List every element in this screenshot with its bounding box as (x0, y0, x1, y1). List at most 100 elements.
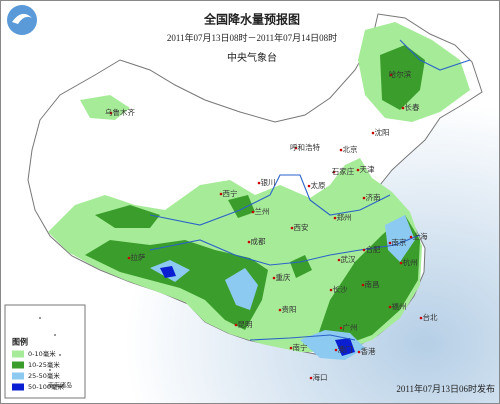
inset-label: 南海诸岛 (48, 382, 72, 390)
city-dot (109, 111, 113, 115)
period: 2011年07月13日08时－2011年07月14日08时 (167, 32, 337, 43)
city-label: 香港 (361, 346, 376, 356)
island (59, 354, 61, 356)
area-10-25 (95, 205, 160, 228)
city-dot (307, 184, 311, 188)
city-dot (329, 288, 333, 292)
city-dot (247, 240, 251, 244)
city-label: 长春 (405, 102, 420, 112)
area-10-25 (380, 45, 425, 110)
city-dot (339, 148, 343, 152)
area-0-10 (80, 95, 130, 120)
river (399, 39, 471, 71)
inset-islands (39, 317, 61, 371)
city-dot (388, 305, 392, 309)
footer: 2011年07月13日06时发布 (396, 383, 495, 394)
title: 全国降水量预报图 (203, 12, 300, 27)
area-25-50 (225, 268, 258, 310)
city-dot (388, 241, 392, 245)
logo-circle (7, 5, 37, 35)
legend-swatch (12, 372, 24, 380)
city-dot (234, 323, 238, 327)
city-dot (289, 346, 293, 350)
city-label: 昆明 (238, 320, 253, 329)
city-label: 成都 (251, 236, 266, 246)
city-label: 上海 (413, 231, 428, 241)
river (149, 174, 391, 226)
city-label: 重庆 (276, 272, 291, 282)
area-25-50 (385, 215, 415, 262)
city-label: 石家庄 (332, 166, 355, 176)
city-dot (399, 261, 403, 265)
city-label: 太原 (311, 180, 326, 190)
city-dot (332, 170, 336, 174)
legend-swatch (12, 383, 24, 391)
legend-swatch (12, 350, 24, 358)
city-label: 沈阳 (375, 127, 390, 137)
island (54, 334, 56, 336)
city-dot (251, 210, 255, 214)
city-label: 台北 (423, 312, 438, 322)
city-label: 西宁 (223, 188, 238, 198)
city-label: 哈尔滨 (389, 69, 412, 79)
city-label: 北京 (343, 144, 358, 154)
legend: 图例 0-10毫米 10-25毫米 25-50毫米 50-100毫米 (12, 337, 65, 391)
city-label: 南京 (392, 237, 407, 247)
city-dot (294, 146, 298, 150)
city-label: 长沙 (333, 284, 348, 294)
legend-title: 图例 (12, 337, 28, 347)
city-label: 郑州 (337, 212, 352, 222)
city-dot (357, 350, 361, 354)
city-label: 乌鲁木齐 (105, 107, 135, 117)
area-50-100 (335, 338, 355, 356)
city-label: 澳门 (338, 344, 353, 354)
island (39, 317, 41, 319)
legend-label: 0-10毫米 (28, 349, 56, 358)
legend-label: 25-50毫米 (28, 371, 60, 380)
city-label: 广州 (343, 322, 358, 332)
city-dot (337, 258, 341, 262)
city-label: 济南 (366, 192, 381, 202)
city-dot (371, 131, 375, 135)
river (149, 234, 421, 266)
city-label: 南宁 (293, 342, 308, 352)
city-label: 天津 (360, 165, 375, 174)
river (249, 334, 356, 341)
city-dot (401, 106, 405, 110)
area-10-25 (85, 240, 268, 330)
city-label: 南昌 (365, 279, 380, 289)
legend-label: 50-100毫米 (28, 382, 65, 391)
area-50-100 (160, 266, 176, 278)
city-dot (356, 168, 360, 172)
city-label: 银川 (261, 178, 276, 187)
rivers (149, 39, 471, 341)
city-dot (339, 326, 343, 330)
city-label: 呼和浩特 (290, 142, 320, 152)
city-dot (409, 235, 413, 239)
city-dot (272, 276, 276, 280)
area-10-25 (228, 195, 255, 218)
precipitation-areas (48, 22, 470, 360)
city-label: 武汉 (341, 254, 356, 264)
city-dot (127, 256, 131, 260)
legend-swatch (12, 361, 24, 369)
city-dot (257, 181, 261, 185)
city-label: 兰州 (255, 206, 270, 216)
city-dot (361, 283, 365, 287)
city-dot (309, 376, 313, 380)
city-label: 西安 (294, 222, 309, 232)
city-dot (419, 316, 423, 320)
city-label: 贵阳 (282, 304, 297, 314)
city-label: 拉萨 (131, 252, 146, 262)
logo (7, 5, 37, 35)
city-dot (219, 192, 223, 196)
logo-swirl (12, 13, 32, 24)
city-label: 合肥 (366, 244, 381, 254)
city-dot (362, 248, 366, 252)
city-label: 福州 (392, 302, 407, 311)
city-dot (278, 308, 282, 312)
city-dot (362, 196, 366, 200)
city-dot (389, 73, 393, 77)
island (49, 369, 51, 371)
